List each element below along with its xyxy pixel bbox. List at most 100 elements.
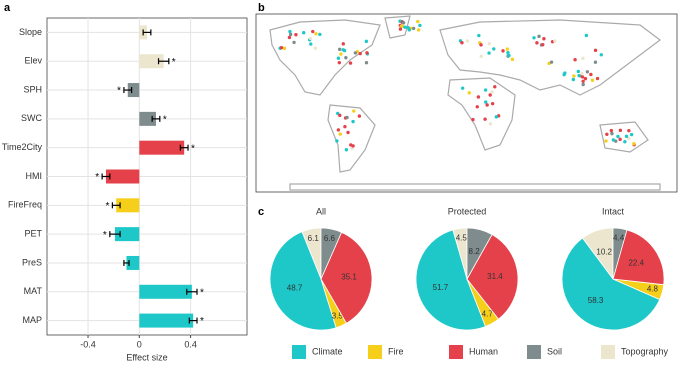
y-tick-label: PET <box>24 229 42 239</box>
error-bar <box>123 259 130 266</box>
site-dot <box>282 46 287 51</box>
site-dot <box>487 42 492 46</box>
legend-label: Human <box>469 346 498 356</box>
site-dot <box>460 86 465 90</box>
site-dot <box>541 42 545 47</box>
legend-label: Climate <box>312 346 343 356</box>
significance-mark: * <box>95 172 99 183</box>
site-dot <box>623 140 627 144</box>
site-dot <box>604 139 608 143</box>
pie-title: Protected <box>448 206 487 216</box>
land <box>447 77 516 151</box>
site-dot <box>581 82 585 87</box>
site-dot <box>471 117 475 122</box>
site-dot <box>506 51 510 55</box>
site-dot <box>279 45 284 50</box>
pie-value-label: 22.4 <box>628 258 644 267</box>
significance-mark: * <box>163 115 167 126</box>
pie-slice <box>466 227 493 281</box>
legend-label: Topography <box>621 346 669 356</box>
land <box>289 183 661 191</box>
significance-mark: * <box>105 201 109 212</box>
site-dot <box>479 43 483 47</box>
site-dot <box>314 32 318 36</box>
site-dot <box>344 56 348 60</box>
site-dot <box>465 39 470 43</box>
y-tick-label: MAT <box>24 286 43 296</box>
site-dot <box>483 88 488 92</box>
site-dot <box>627 128 631 133</box>
site-dot <box>308 36 313 41</box>
site-dot <box>357 114 362 118</box>
x-tick-label: 0.4 <box>184 339 197 349</box>
site-dot <box>418 23 422 28</box>
error-bar <box>188 317 198 324</box>
site-dot <box>401 21 406 25</box>
site-dot <box>618 128 623 133</box>
pie-value-label: 4.8 <box>647 285 659 294</box>
site-dot <box>403 25 407 29</box>
site-dot <box>493 85 497 89</box>
site-dot <box>287 35 292 40</box>
site-dot <box>589 72 593 77</box>
site-dot <box>292 40 296 45</box>
bar <box>139 54 164 69</box>
site-dot <box>571 77 576 82</box>
y-tick-label: Elev <box>24 56 42 66</box>
site-dot <box>339 52 343 56</box>
pie-value-label: 6.1 <box>308 234 320 243</box>
legend-label: Soil <box>547 346 562 356</box>
pie-value-label: 58.3 <box>588 296 604 305</box>
legend-swatch <box>601 345 615 359</box>
error-bar <box>179 144 189 151</box>
site-dot <box>580 71 584 76</box>
bar <box>127 83 140 98</box>
bar <box>139 284 192 299</box>
site-dot <box>549 60 554 64</box>
pie-value-label: 4.7 <box>482 310 494 319</box>
y-tick-label: SWC <box>21 113 42 123</box>
pie-title: All <box>316 206 326 216</box>
site-dot <box>599 53 603 57</box>
bar <box>139 111 156 126</box>
pie-slice <box>320 227 343 280</box>
pie-title: Intact <box>602 206 625 216</box>
x-tick-label: 0 <box>137 339 142 349</box>
bar <box>114 227 140 242</box>
site-dot <box>294 32 298 37</box>
site-dot <box>583 76 588 81</box>
site-dot <box>352 109 356 113</box>
site-dot <box>577 73 581 78</box>
site-dot <box>593 48 598 53</box>
bar <box>139 313 194 328</box>
site-dot <box>336 128 341 132</box>
site-dot <box>553 39 557 43</box>
site-dot <box>364 61 369 65</box>
error-bar <box>109 231 121 238</box>
significance-mark: * <box>191 143 195 154</box>
error-bar <box>157 58 170 65</box>
site-dot <box>618 137 622 142</box>
site-dot <box>343 124 347 129</box>
site-dot <box>407 28 411 32</box>
legend-swatch <box>292 345 306 359</box>
site-dot <box>341 48 345 52</box>
y-tick-label: MAP <box>22 315 42 325</box>
site-dot <box>505 47 510 51</box>
significance-mark: * <box>172 57 176 68</box>
site-dot <box>484 100 488 104</box>
pie-value-label: 4.5 <box>456 234 468 243</box>
site-dot <box>341 42 345 46</box>
site-dot <box>398 27 403 31</box>
site-dot <box>358 51 362 56</box>
site-dot <box>351 144 355 148</box>
pie-value-label: 4.4 <box>613 234 625 243</box>
pie-slice <box>466 234 519 320</box>
pie-slice <box>561 237 661 331</box>
site-dot <box>494 115 499 119</box>
error-bar <box>151 115 161 122</box>
y-tick-label: FireFreq <box>8 200 42 210</box>
site-dot <box>302 31 306 35</box>
y-tick-label: Time2City <box>2 142 43 152</box>
